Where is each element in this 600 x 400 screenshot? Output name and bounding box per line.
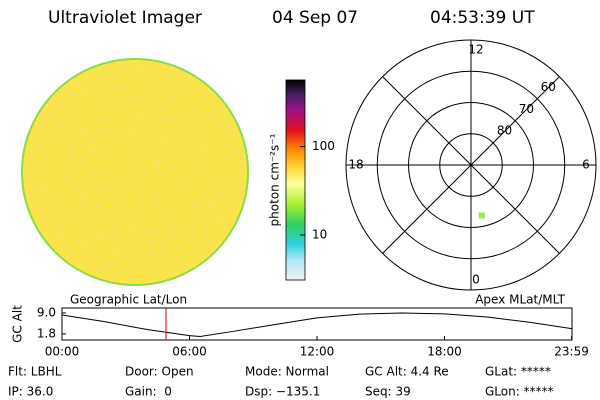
- status-field: Door: Open: [125, 365, 194, 379]
- x-tick-label: 18:00: [427, 345, 462, 359]
- status-field: GC Alt: 4.4 Re: [365, 365, 449, 379]
- status-field: GLon: *****: [485, 385, 554, 399]
- instrument: Ultraviolet Imager: [48, 8, 202, 28]
- lat-label: 60: [541, 80, 556, 94]
- colorbar-label: photon cm⁻²s⁻¹: [268, 133, 282, 226]
- colorbar: [285, 79, 306, 281]
- status-field: IP: 36.0: [8, 385, 53, 399]
- status-field: GLat: *****: [485, 365, 551, 379]
- orbit-line: [61, 312, 572, 338]
- y-axis-label: GC Alt: [11, 305, 25, 343]
- time: 04:53:39 UT: [430, 8, 535, 28]
- mlt-label: 0: [472, 273, 480, 287]
- polar-point: [478, 212, 485, 219]
- y-tick-label: 1.8: [37, 326, 56, 340]
- lat-circle: [376, 70, 566, 260]
- mlt-label: 6: [582, 158, 590, 172]
- lat-circle: [439, 133, 503, 197]
- status-field: Dsp: −135.1: [245, 385, 320, 399]
- x-tick-label: 06:00: [172, 345, 207, 359]
- mlt-label: 12: [468, 43, 483, 57]
- mlt-label: 18: [348, 158, 363, 172]
- polar-plot: [345, 39, 597, 291]
- lat-circle: [408, 102, 534, 228]
- status-field: Gain: 0: [125, 385, 172, 399]
- date: 04 Sep 07: [272, 8, 358, 28]
- lat-label: 80: [497, 124, 512, 138]
- orbit-subtitle: Apex MLat/MLT: [475, 293, 565, 307]
- orbit-title: Geographic Lat/Lon: [70, 293, 187, 307]
- x-tick-label: 00:00: [45, 345, 80, 359]
- lat-label: 70: [519, 102, 534, 116]
- status-field: Mode: Normal: [245, 365, 329, 379]
- status-field: Flt: LBHL: [8, 365, 62, 379]
- x-tick-label: 23:59: [554, 345, 589, 359]
- colorbar-tick-label: 10: [312, 228, 327, 242]
- orbit-plot-frame: [61, 307, 573, 341]
- x-tick-label: 12:00: [300, 345, 335, 359]
- y-tick-label: 9.0: [37, 305, 56, 319]
- uv-image-texture: [23, 60, 247, 284]
- status-field: Seq: 39: [365, 385, 411, 399]
- colorbar-tick-label: 100: [312, 139, 335, 153]
